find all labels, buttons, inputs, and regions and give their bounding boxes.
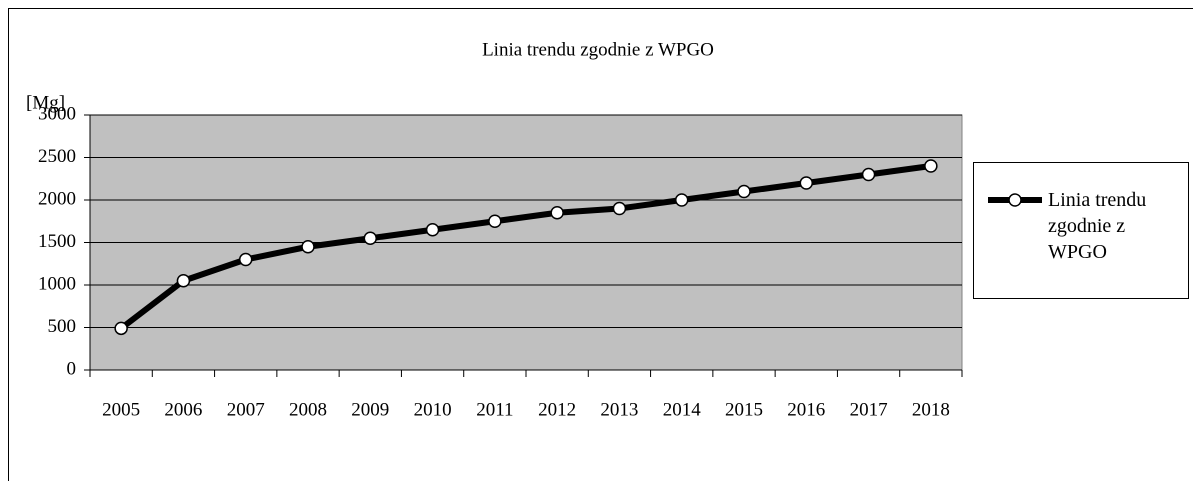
- x-tick-label: 2010: [414, 399, 452, 420]
- x-tick-label: 2012: [538, 399, 576, 420]
- marker: [861, 167, 876, 182]
- x-tick-label: 2016: [787, 399, 825, 420]
- x-tick-label: 2018: [912, 399, 950, 420]
- marker: [114, 321, 128, 336]
- y-tick-label: 2000: [38, 188, 76, 209]
- line: [119, 163, 932, 331]
- x-tick-label: 2014: [663, 399, 702, 420]
- legend-label: Linia trendu zgodnie z WPGO: [1048, 189, 1147, 263]
- y-tick-label: 2500: [38, 146, 76, 167]
- y-tick-label: 1000: [38, 273, 76, 294]
- legend-box: [973, 162, 1189, 299]
- marker: [488, 214, 502, 228]
- marker: [674, 193, 689, 207]
- marker: [924, 159, 938, 173]
- x-tick-label: 2005: [102, 399, 140, 420]
- x-tick-label: 2011: [476, 399, 513, 420]
- marker: [238, 252, 253, 267]
- y-tick-label: 500: [48, 316, 77, 337]
- y-tick-label: 1500: [38, 231, 76, 252]
- marker: [612, 201, 627, 216]
- marker: [799, 176, 814, 190]
- y-tick-label: 0: [67, 358, 77, 379]
- marker: [363, 231, 378, 245]
- x-tick-label: 2015: [725, 399, 763, 420]
- marker: [550, 206, 564, 220]
- y-tick-label: 3000: [38, 103, 76, 124]
- marker: [737, 184, 751, 199]
- x-tick-label: 2009: [351, 399, 389, 420]
- chart-title: Linia trendu zgodnie z WPGO: [482, 39, 714, 60]
- x-tick-label: 2006: [164, 399, 202, 420]
- x-tick-label: 2013: [600, 399, 638, 420]
- legend-marker: [1008, 193, 1022, 207]
- x-tick-label: 2008: [289, 399, 327, 420]
- y-axis-label: [Mg]: [26, 92, 65, 113]
- chart-frame: [8, 8, 1193, 481]
- marker: [425, 223, 440, 237]
- marker: [176, 274, 191, 288]
- x-tick-label: 2007: [227, 399, 265, 420]
- x-tick-label: 2017: [850, 399, 888, 420]
- marker: [301, 240, 315, 254]
